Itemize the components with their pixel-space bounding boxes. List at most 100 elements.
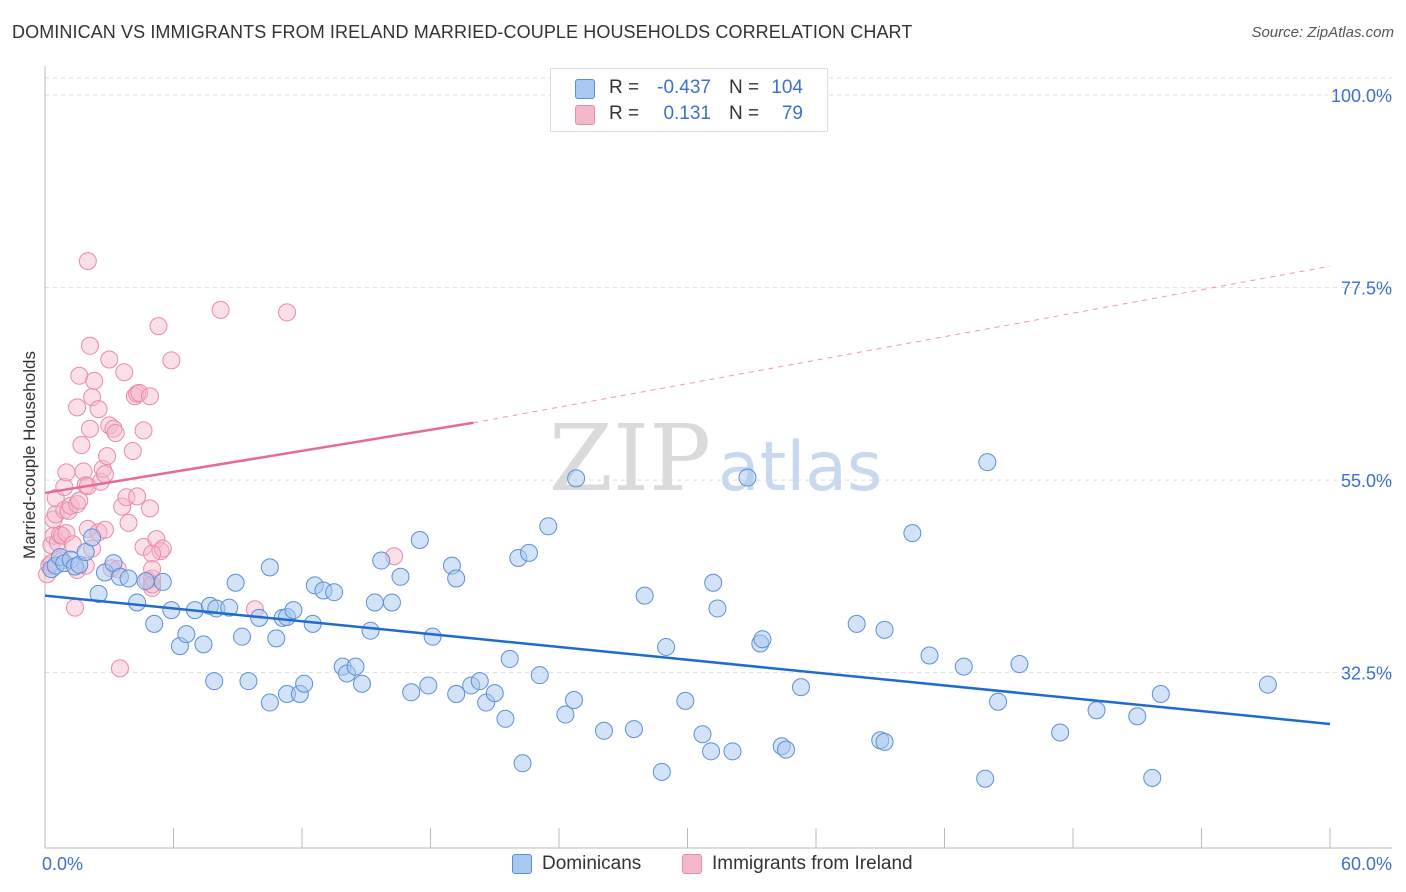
dominican-point [260,558,279,577]
dominican-point [1151,685,1170,703]
ireland-point [143,544,162,563]
dominican-point [423,627,442,646]
dominican-point [738,468,757,487]
dominican-point [239,672,258,691]
legend-r-value: -0.437 [657,77,711,98]
ireland-point [80,419,99,438]
y-tick-label: 100.0% [1331,86,1392,106]
ireland-point [147,530,166,549]
dominican-trend-line [44,594,1331,726]
dominican-point [391,567,410,586]
dominican-point [89,584,108,603]
legend-row-dominicans: R = -0.437 N = 104 [551,75,827,101]
dominican-point [1143,768,1162,787]
dominican-point [920,646,939,665]
dominican-point [702,742,721,761]
ireland-point [115,363,134,382]
y-tick-label: 32.5% [1341,664,1392,684]
dominican-point [520,543,539,562]
legend-r-label: R = [609,103,640,124]
dominican-point [447,569,466,588]
blue-swatch [575,79,595,99]
dominican-point [365,593,384,612]
ireland-point [110,659,129,678]
dominican-point [419,676,438,695]
dominican-point [119,569,138,588]
ireland-point [74,462,93,481]
ireland-point [89,400,108,419]
dominican-point [657,637,676,656]
dominican-point [704,573,723,592]
legend-label: Dominicans [542,853,642,874]
ireland-point [123,442,142,461]
dominican-point [153,572,172,591]
dominican-point [875,620,894,639]
watermark: ZIP atlas [549,405,882,512]
dominican-point [372,551,391,570]
dominican-point [693,725,712,744]
dominican-point [496,709,515,728]
dominican-point [194,635,213,654]
dominican-point [128,593,147,612]
tick-labels: 100.0% 77.5% 55.0% 32.5% 0.0% 60.0% [42,86,1392,874]
dominican-point [954,657,973,676]
legend-n-label: N = [729,103,760,124]
dominican-point [976,769,995,788]
dominican-point [989,692,1008,711]
dominican-point [594,721,613,740]
dominican-point [1128,707,1147,726]
y-tick-label: 55.0% [1341,471,1392,491]
source-label: Source: ZipAtlas.com [1251,24,1394,41]
dominican-point [136,572,155,591]
dominican-point [260,693,279,712]
ireland-point [70,491,89,510]
dominican-point [708,599,727,618]
ireland-point [100,350,119,369]
legend-n-value: 104 [771,77,803,98]
ireland-point [78,252,97,271]
dominican-point [753,630,772,649]
ireland-point [153,539,172,558]
dominican-point [267,629,286,648]
dominican-point [361,621,380,640]
ireland-point [85,371,104,390]
dominican-point [233,627,252,646]
ireland-point [65,598,84,617]
ireland-point [68,398,87,417]
dominican-point [903,524,922,543]
dominican-point [485,684,504,703]
ireland-point [211,300,230,319]
legend-r-value: 0.131 [663,103,711,124]
dominican-point [1010,655,1029,674]
dominican-point [295,674,314,693]
legend-n-label: N = [729,77,760,98]
ireland-point [149,317,168,336]
dominican-point [1258,675,1277,694]
dominican-point [792,678,811,697]
dominican-point [470,672,489,691]
ireland-point [72,436,91,455]
dominican-point [177,625,196,644]
dominican-point [530,666,549,685]
ireland-point [140,499,159,518]
dominican-point [352,674,371,693]
dominican-point [382,593,401,612]
dominican-point [564,690,583,709]
ireland-point [130,383,149,402]
ireland-point [113,497,132,516]
dominican-point [284,601,303,620]
ireland-point [70,366,89,385]
series-legend: Dominicans Immigrants from Ireland [0,852,1406,878]
ireland-point [162,351,181,370]
dominican-point [83,528,102,547]
dominican-point [847,614,866,633]
ireland-point [68,495,87,514]
legend-n-value: 79 [781,103,803,124]
ireland-point [140,387,159,406]
axes [44,66,1392,849]
chart-title: DOMINICAN VS IMMIGRANTS FROM IRELAND MAR… [12,22,913,42]
ireland-point [61,496,80,515]
dominican-point [410,531,429,549]
dominican-point [220,598,239,617]
